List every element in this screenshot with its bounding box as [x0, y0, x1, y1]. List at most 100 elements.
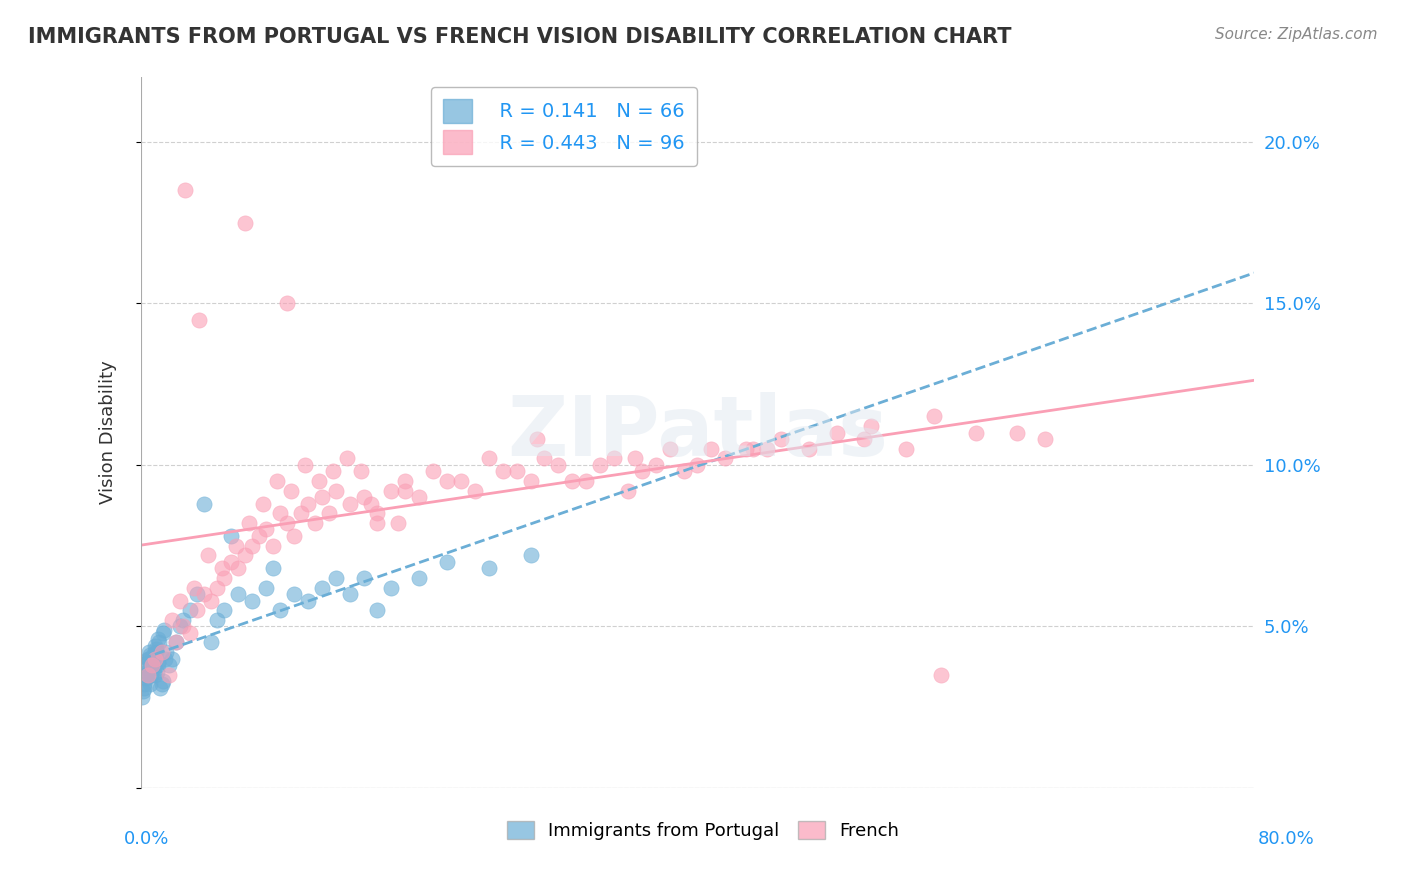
Point [221, 555, 243, 569]
Point [141, 655, 163, 669]
Point [339, 497, 361, 511]
Point [589, 458, 612, 472]
Point [394, 483, 416, 498]
Point [478, 561, 501, 575]
Point [174, 184, 197, 198]
Point [186, 603, 208, 617]
Point [311, 581, 333, 595]
Point [149, 681, 172, 695]
Point [894, 442, 917, 456]
Point [922, 409, 945, 424]
Point [143, 661, 166, 675]
Point [132, 677, 155, 691]
Point [145, 645, 167, 659]
Point [311, 490, 333, 504]
Point [714, 451, 737, 466]
Point [756, 442, 779, 456]
Point [155, 645, 177, 659]
Point [148, 632, 170, 647]
Point [350, 464, 373, 478]
Point [380, 483, 402, 498]
Point [408, 571, 430, 585]
Point [294, 458, 316, 472]
Point [211, 561, 233, 575]
Point [214, 603, 236, 617]
Point [353, 490, 375, 504]
Point [179, 625, 201, 640]
Point [269, 506, 291, 520]
Point [136, 667, 159, 681]
Point [200, 635, 222, 649]
Point [336, 451, 359, 466]
Point [478, 451, 501, 466]
Point [165, 635, 187, 649]
Point [394, 474, 416, 488]
Point [1033, 432, 1056, 446]
Point [769, 432, 792, 446]
Point [169, 619, 191, 633]
Point [172, 613, 194, 627]
Point [797, 442, 820, 456]
Point [240, 539, 263, 553]
Point [132, 684, 155, 698]
Point [233, 549, 256, 563]
Point [276, 516, 298, 530]
Point [141, 658, 163, 673]
Point [136, 665, 159, 679]
Point [624, 451, 647, 466]
Point [207, 613, 229, 627]
Point [339, 587, 361, 601]
Point [135, 661, 157, 675]
Point [152, 674, 174, 689]
Point [297, 497, 319, 511]
Point [197, 549, 219, 563]
Point [148, 635, 170, 649]
Point [644, 458, 666, 472]
Point [134, 681, 156, 695]
Point [186, 587, 208, 601]
Point [464, 483, 486, 498]
Point [207, 581, 229, 595]
Point [139, 677, 162, 691]
Point [157, 658, 180, 673]
Point [290, 506, 312, 520]
Point [1007, 425, 1029, 440]
Text: ZIPatlas: ZIPatlas [508, 392, 889, 473]
Text: 80.0%: 80.0% [1258, 830, 1315, 847]
Point [228, 561, 250, 575]
Point [138, 645, 160, 659]
Point [262, 561, 284, 575]
Legend:   R = 0.141   N = 66,   R = 0.443   N = 96: R = 0.141 N = 66, R = 0.443 N = 96 [432, 87, 697, 166]
Point [146, 665, 169, 679]
Point [225, 539, 247, 553]
Point [135, 658, 157, 673]
Point [193, 497, 215, 511]
Point [533, 451, 555, 466]
Point [233, 216, 256, 230]
Point [547, 458, 569, 472]
Point [276, 296, 298, 310]
Point [617, 483, 640, 498]
Point [193, 587, 215, 601]
Point [630, 464, 652, 478]
Point [131, 690, 153, 705]
Point [143, 667, 166, 681]
Point [366, 516, 388, 530]
Point [436, 474, 458, 488]
Point [860, 419, 883, 434]
Point [322, 464, 344, 478]
Point [360, 497, 382, 511]
Point [380, 581, 402, 595]
Point [387, 516, 409, 530]
Point [150, 645, 173, 659]
Point [152, 625, 174, 640]
Text: Source: ZipAtlas.com: Source: ZipAtlas.com [1215, 27, 1378, 42]
Point [686, 458, 709, 472]
Text: IMMIGRANTS FROM PORTUGAL VS FRENCH VISION DISABILITY CORRELATION CHART: IMMIGRANTS FROM PORTUGAL VS FRENCH VISIO… [28, 27, 1012, 46]
Point [228, 587, 250, 601]
Point [366, 603, 388, 617]
Point [240, 593, 263, 607]
Point [247, 529, 270, 543]
Point [146, 655, 169, 669]
Point [318, 506, 340, 520]
